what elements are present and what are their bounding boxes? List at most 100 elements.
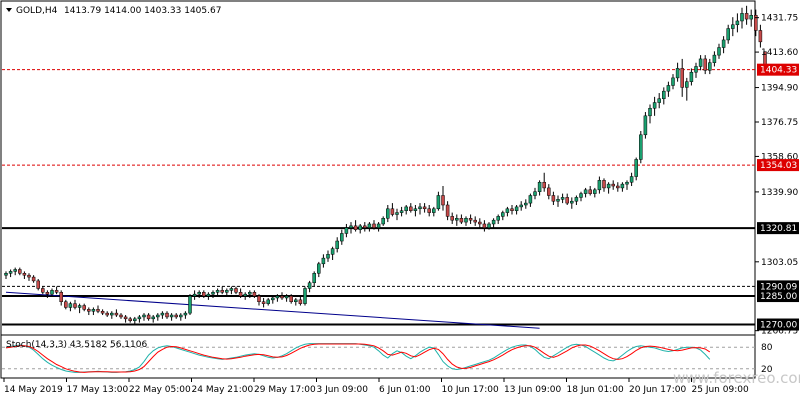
x-tick-label: 6 Jun 01:00 bbox=[379, 385, 431, 395]
bull-candle bbox=[694, 66, 698, 73]
y-tick-label: 1431.75 bbox=[761, 14, 798, 24]
y-tick-label: 1413.60 bbox=[761, 48, 798, 58]
bear-candle bbox=[27, 274, 31, 278]
bull-candle bbox=[583, 189, 588, 194]
bull-candle bbox=[689, 71, 694, 82]
bull-candle bbox=[13, 269, 17, 272]
bull-candle bbox=[501, 212, 505, 217]
x-tick-label: 18 Jun 01:00 bbox=[567, 385, 624, 395]
bear-candle bbox=[441, 195, 445, 206]
x-tick-label: 20 Jun 17:00 bbox=[629, 385, 686, 395]
bull-candle bbox=[156, 314, 160, 318]
axes: 1431.75 1413.60 1394.90 1376.75 1358.60 1339.… bbox=[3, 14, 798, 395]
x-tick-label: 25 Jun 09:00 bbox=[692, 385, 749, 395]
level-label-badge bbox=[757, 318, 799, 331]
triangle-down-icon[interactable] bbox=[6, 8, 12, 12]
bull-candle bbox=[211, 292, 215, 295]
bear-candle bbox=[202, 292, 206, 297]
bear-candle bbox=[298, 299, 303, 304]
bear-candle bbox=[87, 309, 91, 312]
level-label-badge bbox=[757, 290, 799, 303]
bear-candle bbox=[744, 13, 749, 20]
bull-candle bbox=[151, 316, 155, 320]
bull-candle bbox=[620, 183, 625, 189]
bear-candle bbox=[482, 223, 487, 229]
bear-candle bbox=[73, 303, 77, 308]
x-tick-label: 10 Jun 17:00 bbox=[442, 385, 499, 395]
bull-candle bbox=[740, 13, 744, 22]
bear-candle bbox=[22, 273, 27, 276]
bull-candle bbox=[597, 180, 602, 191]
bull-candle bbox=[717, 47, 721, 56]
trendline-layer bbox=[5, 291, 540, 329]
bull-candle bbox=[229, 288, 234, 291]
level-label: 1404.33 bbox=[760, 66, 797, 76]
x-tick-label: 3 Jun 09:00 bbox=[317, 385, 369, 395]
bull-candle bbox=[698, 58, 703, 67]
x-tick-label: 17 May 13:00 bbox=[67, 385, 129, 395]
bull-candle bbox=[344, 227, 349, 234]
y-tick-label: 1339.90 bbox=[761, 188, 798, 198]
bull-candle bbox=[179, 314, 183, 318]
bear-candle bbox=[611, 183, 615, 187]
bear-candle bbox=[54, 290, 59, 293]
bull-candle bbox=[712, 54, 717, 63]
bull-candle bbox=[284, 295, 289, 299]
stoch-signal-line bbox=[5, 343, 711, 373]
bear-candle bbox=[31, 276, 36, 282]
bear-candle bbox=[754, 15, 758, 31]
bull-candle bbox=[418, 206, 422, 210]
bull-candle bbox=[188, 295, 192, 314]
bear-candle bbox=[234, 288, 238, 293]
bull-candle bbox=[629, 176, 634, 183]
bull-candle bbox=[206, 293, 211, 297]
bull-candle bbox=[528, 195, 533, 204]
bear-candle bbox=[459, 218, 464, 223]
level-label-badge bbox=[757, 159, 799, 172]
x-tick-label: 22 May 05:00 bbox=[129, 385, 191, 395]
y-tick-label: 1376.75 bbox=[761, 118, 798, 128]
bull-candle bbox=[533, 191, 537, 196]
bull-candle bbox=[570, 200, 574, 204]
bear-candle bbox=[289, 295, 293, 302]
bull-candle bbox=[685, 81, 689, 88]
level-label-badge bbox=[757, 280, 799, 293]
bull-candle bbox=[666, 85, 671, 92]
bull-candle bbox=[275, 295, 280, 299]
level-label: 1320.81 bbox=[760, 224, 797, 234]
bear-candle bbox=[165, 312, 169, 318]
bull-candle bbox=[560, 197, 565, 200]
bear-candle bbox=[468, 218, 473, 221]
bear-candle bbox=[100, 310, 105, 314]
bear-candle bbox=[114, 312, 119, 316]
bear-candle bbox=[59, 292, 63, 302]
bear-candle bbox=[96, 309, 100, 312]
bull-candle bbox=[464, 218, 468, 223]
bear-candle bbox=[510, 208, 514, 211]
bull-candle bbox=[243, 293, 247, 297]
bull-candle bbox=[110, 312, 114, 316]
bull-candle bbox=[657, 98, 661, 103]
x-tick-label: 14 May 2019 bbox=[4, 385, 63, 395]
bear-candle bbox=[119, 314, 123, 318]
bull-candle bbox=[662, 90, 666, 100]
bull-candle bbox=[215, 290, 220, 293]
bull-candle bbox=[376, 223, 381, 229]
bull-candle bbox=[160, 312, 165, 316]
candlesticks bbox=[4, 5, 767, 325]
bull-candle bbox=[367, 223, 372, 229]
bear-candle bbox=[616, 185, 620, 189]
x-tick-label: 29 May 17:00 bbox=[254, 385, 316, 395]
bull-candle bbox=[735, 20, 740, 26]
bear-candle bbox=[372, 223, 376, 229]
bear-candle bbox=[478, 221, 482, 225]
bear-candle bbox=[422, 206, 427, 210]
level-label-badge bbox=[757, 222, 799, 235]
x-tick-label: 24 May 21:00 bbox=[192, 385, 254, 395]
bear-candle bbox=[128, 318, 132, 321]
bear-candle bbox=[238, 292, 243, 297]
plot-frame bbox=[0, 0, 756, 379]
